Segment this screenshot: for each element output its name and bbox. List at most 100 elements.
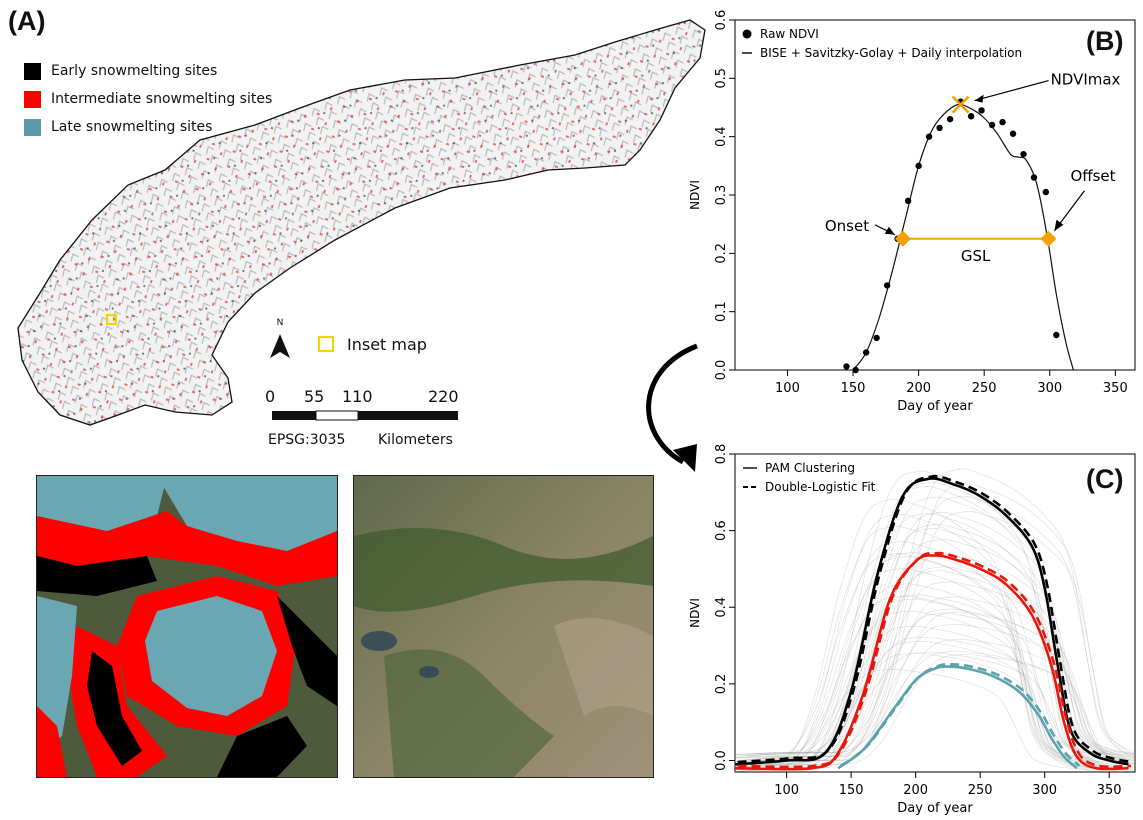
raw-ndvi-point <box>967 113 975 120</box>
smoothed-ndvi-line <box>852 103 1074 370</box>
x-tick-label: 100 <box>774 783 799 798</box>
individual-ndvi-trace <box>735 568 1099 764</box>
individual-ndvi-trace <box>735 594 1115 756</box>
late-swatch <box>24 118 41 136</box>
ndvimax-arrowhead <box>974 94 984 103</box>
individual-ndvi-trace <box>735 625 1111 767</box>
panel-b-label: (B) <box>1086 26 1124 56</box>
legend-smooth-label: BISE + Savitzky-Golay + Daily interpolat… <box>760 46 1022 60</box>
panel-c-label: (C) <box>1086 464 1124 494</box>
y-axis-label: NDVI <box>688 598 702 628</box>
individual-ndvi-trace <box>747 612 1135 771</box>
individual-ndvi-trace <box>753 608 1135 756</box>
cluster-curve-1 <box>735 554 1129 771</box>
individual-ndvi-trace <box>735 470 1117 769</box>
y-tick-label: 0.4 <box>714 126 729 147</box>
individual-ndvi-trace <box>738 496 1133 761</box>
offset-label: Offset <box>1070 167 1115 185</box>
raw-ndvi-point <box>915 162 922 170</box>
individual-ndvi-trace <box>735 598 1110 771</box>
y-tick-label: 0.3 <box>714 185 729 206</box>
x-axis-label: Day of year <box>897 399 973 414</box>
legend-fit-label: Double-Logistic Fit <box>765 480 876 494</box>
individual-ndvi-trace <box>759 651 1135 755</box>
y-tick-label: 0.5 <box>714 68 729 89</box>
raw-ndvi-point <box>978 107 985 114</box>
individual-ndvi-trace <box>735 556 1103 772</box>
y-tick-label: 0.4 <box>714 597 729 618</box>
y-tick-label: 0.2 <box>714 243 729 264</box>
individual-ndvi-trace <box>765 495 1135 757</box>
raw-ndvi-point <box>925 133 933 140</box>
x-tick-label: 350 <box>1103 381 1128 396</box>
individual-ndvi-trace <box>741 570 1135 772</box>
y-axis-label: NDVI <box>688 180 702 210</box>
individual-ndvi-trace <box>735 481 1128 757</box>
legend-early-label: Early snowmelting sites <box>51 63 218 79</box>
individual-ndvi-trace <box>745 539 1135 760</box>
legend-item-intermediate: Intermediate snowmelting sites <box>24 85 272 113</box>
raw-ndvi-point <box>946 115 954 123</box>
scale-bar <box>272 410 458 421</box>
unit-label: Kilometers <box>378 432 453 448</box>
y-tick-label: 0.0 <box>714 750 729 771</box>
raw-ndvi-point <box>1020 150 1027 158</box>
ndvimax-arrow <box>974 80 1049 102</box>
individual-ndvi-trace <box>764 468 1135 761</box>
crs-label: EPSG:3035 <box>268 432 346 448</box>
individual-ndvi-trace <box>769 483 1135 765</box>
x-tick-label: 100 <box>775 381 800 396</box>
x-tick-label: 150 <box>841 381 866 396</box>
intermediate-swatch <box>24 90 41 108</box>
onset-label: Onset <box>825 217 869 235</box>
raw-ndvi-point <box>852 366 859 374</box>
individual-ndvi-trace <box>771 511 1135 761</box>
early-swatch <box>24 62 41 80</box>
logistic-fit-1 <box>737 551 1132 769</box>
ndvi-cluster-chart: 100 150 200 250 300 350 0.0 0.2 0.4 0.6 0.8 Day of … <box>688 444 1136 816</box>
individual-ndvi-trace <box>746 566 1135 756</box>
individual-ndvi-trace <box>735 583 1105 768</box>
individual-ndvi-trace <box>735 514 1097 772</box>
raw-ndvi-point <box>1053 331 1060 339</box>
x-tick-label: 200 <box>903 783 928 798</box>
scale-tick-220: 220 <box>428 387 459 406</box>
raw-ndvi-point <box>862 349 870 356</box>
y-tick-label: 0.2 <box>714 674 729 695</box>
raw-ndvi-point <box>1030 174 1038 181</box>
legend-item-late: Late snowmelting sites <box>24 113 272 141</box>
individual-ndvi-trace <box>758 623 1135 759</box>
raw-ndvi-point <box>988 121 996 129</box>
individual-ndvi-trace <box>735 485 1123 772</box>
individual-ndvi-trace <box>735 669 1090 770</box>
legend-raw-marker <box>742 29 752 39</box>
x-tick-label: 350 <box>1097 783 1122 798</box>
raw-ndvi-point <box>1009 130 1017 137</box>
inset-map-label: Inset map <box>347 335 427 354</box>
x-tick-label: 250 <box>972 381 997 396</box>
raw-ndvi-point <box>873 334 880 342</box>
offset-arrowhead <box>1054 219 1064 231</box>
legend-item-early: Early snowmelting sites <box>24 57 272 85</box>
scale-tick-110: 110 <box>342 387 373 406</box>
raw-ndvi-point <box>883 282 891 289</box>
individual-ndvi-trace <box>743 512 1135 765</box>
logistic-fit-2 <box>840 662 1081 767</box>
x-tick-label: 300 <box>1037 381 1062 396</box>
y-tick-label: 0.8 <box>714 444 729 465</box>
individual-ndvi-trace <box>735 513 1124 768</box>
north-arrow-icon <box>270 334 290 358</box>
gsl-label: GSL <box>961 247 991 265</box>
cluster-curve-0 <box>735 477 1129 766</box>
individual-ndvi-trace <box>751 581 1135 760</box>
inset-map-swatch <box>318 336 334 352</box>
y-tick-label: 0.6 <box>714 520 729 541</box>
individual-ndvi-trace <box>735 552 1108 756</box>
offset-marker <box>1040 230 1057 247</box>
x-tick-label: 150 <box>839 783 864 798</box>
alps-map <box>17 19 706 426</box>
onset-marker <box>894 230 911 247</box>
inset-classified-map <box>36 475 338 778</box>
individual-ndvi-trace <box>735 541 1098 768</box>
individual-ndvi-trace <box>750 554 1135 764</box>
